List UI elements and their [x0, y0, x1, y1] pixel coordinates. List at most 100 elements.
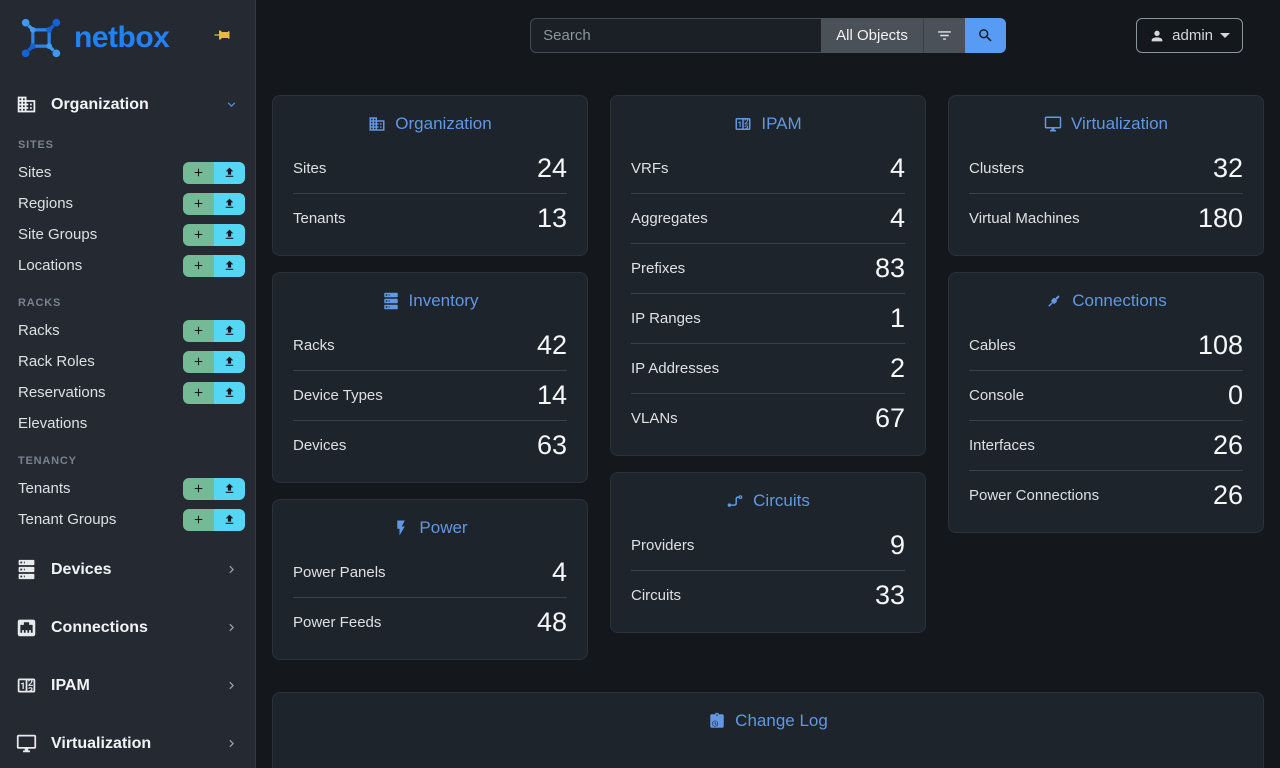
sidebar-item-rack-roles[interactable]: Rack Roles: [0, 346, 255, 377]
plus-icon: [194, 357, 203, 366]
stat-value: 14: [536, 380, 567, 410]
stat-row-power-panels: Power Panels 4: [293, 556, 567, 587]
sidebar-group-virtualization[interactable]: Virtualization: [0, 720, 255, 767]
card-inventory-title[interactable]: Inventory: [293, 287, 567, 320]
stat-value: 4: [551, 556, 567, 587]
add-button[interactable]: [183, 192, 214, 215]
stat-value: 4: [889, 203, 905, 233]
stat-row-device-types: Device Types 14: [293, 370, 567, 420]
domain-icon: [369, 117, 385, 131]
clipboard-clock-icon: [710, 712, 724, 728]
upload-icon: [225, 514, 234, 524]
stat-row-sites: Sites 24: [293, 152, 567, 183]
add-button[interactable]: [183, 161, 214, 184]
upload-icon: [225, 387, 234, 397]
upload-icon: [225, 198, 234, 208]
add-button[interactable]: [183, 350, 214, 373]
chevron-right-icon: [229, 739, 234, 748]
card-ipam-title[interactable]: IPAM: [631, 110, 905, 143]
add-button[interactable]: [183, 319, 214, 342]
upload-icon: [225, 229, 234, 239]
import-button[interactable]: [214, 477, 245, 500]
card-inventory: Inventory Racks 42 Device Types 14 Devic…: [272, 272, 588, 483]
plus-icon: [194, 261, 203, 270]
filter-button[interactable]: [922, 18, 965, 53]
sidebar-group-label: Organization: [51, 95, 149, 113]
stat-row-console: Console 0: [969, 370, 1243, 420]
sidebar-item-sites[interactable]: Sites: [0, 157, 255, 188]
card-power-title[interactable]: Power: [293, 514, 567, 547]
card-changelog: Change Log: [272, 692, 1264, 768]
card-organization: Organization Sites 24 Tenants 13: [272, 95, 588, 256]
stat-value: 67: [874, 403, 905, 433]
stat-value: 42: [536, 329, 567, 360]
import-button[interactable]: [214, 319, 245, 342]
import-button[interactable]: [214, 192, 245, 215]
stat-row-power-feeds: Power Feeds 48: [293, 597, 567, 647]
search-input[interactable]: [530, 18, 822, 53]
stat-row-ip-ranges: IP Ranges 1: [631, 293, 905, 343]
upload-icon: [225, 325, 234, 335]
dashboard-cards: Organization Sites 24 Tenants 13 Invento…: [272, 95, 1264, 660]
sidebar-item-regions[interactable]: Regions: [0, 188, 255, 219]
netbox-logo-icon: [20, 17, 62, 59]
stat-value: 13: [536, 203, 567, 233]
card-virtualization-title[interactable]: Virtualization: [969, 110, 1243, 143]
stat-value: 83: [874, 253, 905, 283]
search-button[interactable]: [964, 18, 1006, 53]
stat-value: 180: [1197, 203, 1243, 233]
card-circuits-title[interactable]: Circuits: [631, 487, 905, 520]
sidebar-item-tenant-groups[interactable]: Tenant Groups: [0, 504, 255, 535]
stat-value: 108: [1197, 329, 1243, 360]
plus-icon: [194, 484, 203, 493]
sidebar-section-racks: RACKS: [18, 297, 62, 309]
import-button[interactable]: [214, 161, 245, 184]
stat-value: 48: [536, 607, 567, 637]
counter-icon: [735, 118, 751, 130]
card-power: Power Power Panels 4 Power Feeds 48: [272, 499, 588, 660]
stat-row-interfaces: Interfaces 26: [969, 420, 1243, 470]
add-button[interactable]: [183, 508, 214, 531]
search-icon: [978, 29, 992, 42]
sidebar-section-sites: SITES: [18, 139, 54, 151]
import-button[interactable]: [214, 381, 245, 404]
add-button[interactable]: [183, 477, 214, 500]
sidebar-item-site-groups[interactable]: Site Groups: [0, 219, 255, 250]
chevron-down-icon: [227, 102, 236, 107]
plus-icon: [194, 326, 203, 335]
add-button[interactable]: [183, 223, 214, 246]
search-scope-dropdown[interactable]: All Objects: [821, 18, 923, 53]
plus-icon: [194, 199, 203, 208]
sidebar-group-ipam[interactable]: IPAM: [0, 662, 255, 709]
add-button[interactable]: [183, 381, 214, 404]
sidebar-item-racks[interactable]: Racks: [0, 315, 255, 346]
sidebar-item-reservations[interactable]: Reservations: [0, 377, 255, 408]
stat-value: 24: [536, 152, 567, 183]
pin-sidebar-button[interactable]: [213, 26, 231, 44]
card-connections-title[interactable]: Connections: [969, 287, 1243, 320]
stat-row-ip-addresses: IP Addresses 2: [631, 343, 905, 393]
stat-row-prefixes: Prefixes 83: [631, 243, 905, 293]
sidebar-group-connections[interactable]: Connections: [0, 604, 255, 651]
sidebar-item-elevations[interactable]: Elevations: [18, 415, 88, 432]
import-button[interactable]: [214, 350, 245, 373]
add-button[interactable]: [183, 254, 214, 277]
card-changelog-title[interactable]: Change Log: [293, 707, 1243, 740]
plus-icon: [194, 515, 203, 524]
sidebar-section-tenancy: TENANCY: [18, 455, 77, 467]
stat-row-tenants: Tenants 13: [293, 193, 567, 243]
import-button[interactable]: [214, 223, 245, 246]
stat-value: 1: [889, 303, 905, 333]
caret-down-icon: [1220, 33, 1230, 38]
stat-value: 4: [889, 152, 905, 183]
sidebar-group-organization[interactable]: Organization: [0, 86, 255, 123]
import-button[interactable]: [214, 254, 245, 277]
sidebar-item-locations[interactable]: Locations: [0, 250, 255, 281]
stat-value: 2: [889, 353, 905, 383]
sidebar-group-devices[interactable]: Devices: [0, 546, 255, 593]
import-button[interactable]: [214, 508, 245, 531]
card-organization-title[interactable]: Organization: [293, 110, 567, 143]
brand[interactable]: netbox: [0, 0, 255, 72]
user-menu-button[interactable]: admin: [1136, 18, 1243, 53]
sidebar-item-tenants[interactable]: Tenants: [0, 473, 255, 504]
